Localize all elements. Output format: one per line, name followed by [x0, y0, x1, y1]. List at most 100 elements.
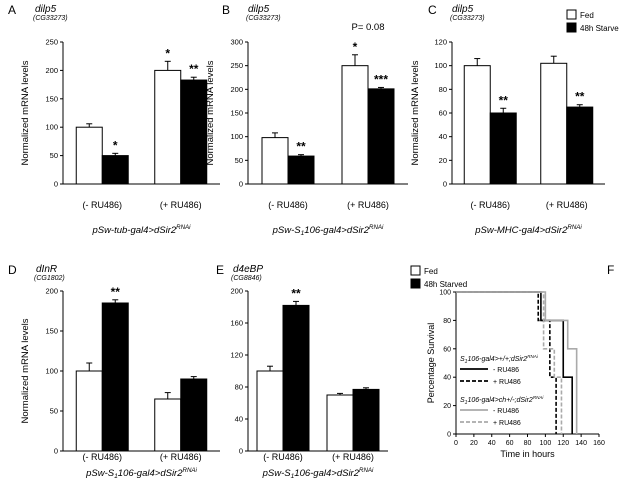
legend-group-title: S1106-gal4>ch+/-;dSir2RNAi	[460, 395, 544, 406]
y-tick-label: 40	[439, 132, 447, 141]
y-tick-label: 250	[230, 61, 243, 70]
genotype-label-sub: 1	[301, 230, 305, 237]
bar-fed	[463, 65, 491, 185]
bar-fed	[154, 398, 182, 452]
significance-mark: *	[353, 40, 358, 54]
bar-starved	[489, 112, 517, 185]
category-label: (+ RU486)	[332, 452, 374, 462]
y-tick-label: 0	[239, 180, 243, 189]
category-label: (- RU486)	[470, 200, 510, 210]
y-tick-label: 0	[54, 180, 58, 189]
bar-starved	[101, 155, 129, 185]
legend-entry: + RU486	[493, 379, 521, 386]
genotype-label: pSw-MHC-gal4>dSir2RNAi	[474, 224, 582, 236]
category-label: (+ RU486)	[347, 200, 389, 210]
genotype-label-mid: 106-gal4>dSir2	[294, 468, 359, 479]
significance-mark: **	[296, 140, 306, 154]
category-label: (+ RU486)	[160, 452, 202, 462]
x-tick-label: 80	[524, 440, 532, 447]
p-value: P= 0.08	[351, 22, 384, 33]
y-tick-label: 0	[239, 447, 243, 456]
legend-swatch	[410, 278, 421, 289]
bar-fed	[75, 126, 103, 185]
legend-label: Fed	[580, 11, 594, 20]
legend-group-title: S1106-gal4>+/+;dSir2RNAi	[460, 354, 539, 365]
x-tick-label: 0	[454, 440, 458, 447]
panel-letter: D	[8, 263, 17, 277]
y-tick-label: 80	[439, 85, 447, 94]
x-tick-label: 100	[540, 440, 552, 447]
legend-title-sub: 1	[465, 359, 468, 365]
genotype-label: pSw-tub-gal4>dSir2RNAi	[91, 224, 191, 236]
legend-title-sup: RNAi	[533, 395, 545, 400]
y-tick-label: 120	[434, 38, 447, 47]
y-tick-label: 20	[443, 403, 451, 410]
x-tick-label: 20	[470, 440, 478, 447]
panel-letter: E	[216, 263, 224, 277]
bar-fed	[326, 394, 354, 452]
gene-cg-id: (CG33273)	[450, 15, 485, 22]
x-tick-label: 60	[506, 440, 514, 447]
bar-starved	[352, 388, 380, 452]
significance-mark: **	[189, 62, 199, 76]
bar-starved	[367, 88, 395, 185]
legend-title-mid: 106-gal4>ch+/-;dSir2	[467, 397, 532, 404]
bar-starved	[101, 302, 129, 452]
bar-fed	[256, 370, 284, 452]
y-tick-label: 160	[230, 319, 243, 328]
y-tick-label: 200	[230, 287, 243, 296]
y-tick-label: 150	[45, 94, 58, 103]
x-tick-label: 40	[488, 440, 496, 447]
significance-mark: **	[575, 90, 585, 104]
y-tick-label: 300	[230, 38, 243, 47]
y-tick-label: 250	[45, 38, 58, 47]
genotype-label: pSw-S1106-gal4>dSir2RNAi	[272, 224, 384, 237]
significance-mark: **	[499, 93, 509, 107]
gene-name: dilp5	[452, 4, 474, 15]
y-tick-label: 60	[439, 109, 447, 118]
legend-swatch	[566, 22, 577, 33]
y-tick-label: 150	[45, 327, 58, 336]
bar-fed	[154, 69, 182, 185]
category-label: (- RU486)	[82, 452, 122, 462]
y-axis-label: Percentage Survival	[426, 323, 436, 404]
y-tick-label: 0	[54, 447, 58, 456]
legend-title-pre: S	[460, 356, 465, 363]
panel-F: F 0 20 40 60 80 100 0 20 40 60 80 100 120 140 160 Percen…	[426, 263, 614, 459]
survival-curve	[456, 291, 563, 434]
panel-letter: F	[607, 263, 614, 277]
x-tick-label: 140	[575, 440, 587, 447]
y-tick-label: 80	[443, 318, 451, 325]
genotype-label-mid: 106-gal4>dSir2	[304, 225, 369, 236]
y-tick-label: 150	[230, 109, 243, 118]
y-tick-label: 50	[50, 151, 58, 160]
genotype-label-pre: pSw-S	[85, 468, 115, 479]
category-label: (+ RU486)	[160, 200, 202, 210]
legend-label: 48h Starved	[424, 280, 467, 289]
y-tick-label: 0	[447, 432, 451, 439]
y-tick-label: 60	[443, 346, 451, 353]
significance-mark: ***	[374, 72, 388, 86]
y-axis-label: Normalized mRNA levels	[205, 60, 216, 165]
legend-label: Fed	[424, 267, 438, 276]
bar-fed	[540, 62, 568, 185]
bar-fed	[261, 137, 289, 185]
y-axis-label: Normalized mRNA levels	[20, 60, 31, 165]
gene-name: d4eBP	[233, 264, 263, 275]
x-axis-label: Time in hours	[500, 449, 555, 459]
y-tick-label: 200	[45, 287, 58, 296]
bar-starved	[282, 304, 310, 452]
legend-swatch	[566, 9, 577, 20]
genotype-label-sup: RNAi	[176, 224, 191, 231]
significance-mark: *	[165, 46, 170, 60]
gene-name: dilp5	[248, 4, 270, 15]
legend-entry: + RU486	[493, 420, 521, 427]
bar-fed	[75, 370, 103, 452]
genotype-label-sub: 1	[114, 473, 118, 480]
gene-cg-id: (CG33273)	[33, 15, 68, 22]
genotype-label-sup: RNAi	[359, 467, 374, 474]
